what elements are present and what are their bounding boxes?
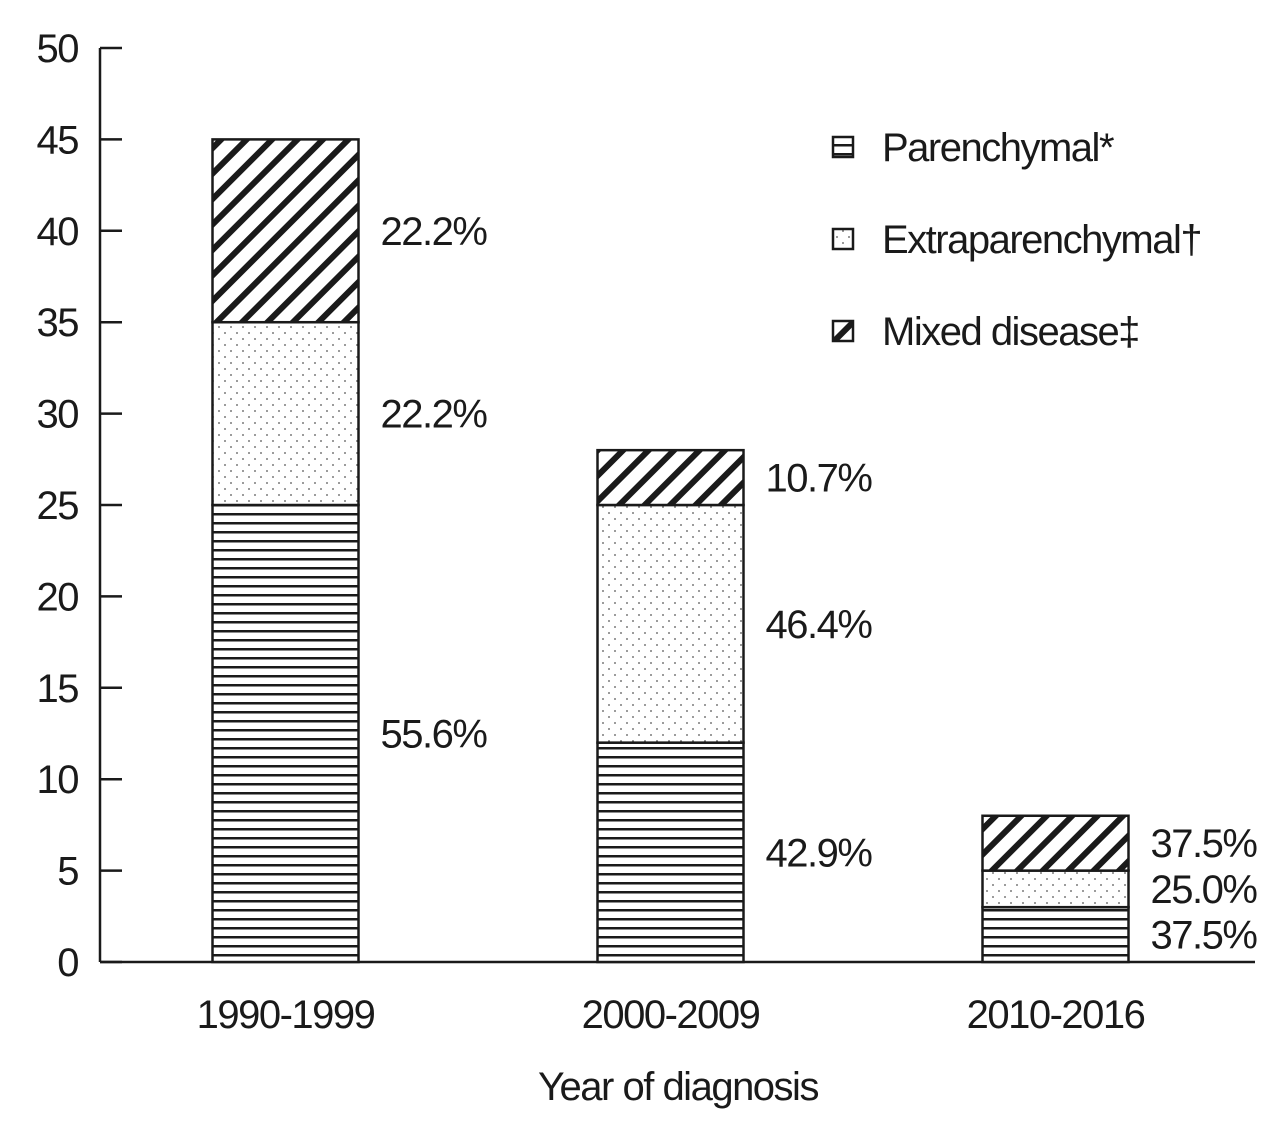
data-label: 10.7%: [766, 457, 873, 501]
axes: 0 5 10 15 20 25 30 35 40 45 50 1990-1999 2000-2009 20…: [37, 27, 1255, 1037]
legend-swatch: [831, 227, 855, 251]
y-tick-label: 35: [37, 301, 79, 345]
bar-segment: [211, 320, 360, 507]
y-tick-label: 50: [37, 27, 79, 71]
bar-segment: [981, 905, 1130, 964]
y-tick-label: 5: [57, 850, 78, 894]
data-label: 46.4%: [766, 603, 873, 647]
x-tick-label: 2000-2009: [582, 993, 760, 1037]
legend-label: Parenchymal*: [882, 126, 1114, 170]
bar-segment: [981, 869, 1130, 909]
bar-segment: [211, 138, 360, 324]
data-label: 25.0%: [1151, 868, 1258, 912]
bar-segment: [596, 448, 745, 507]
x-tick-label: 2010-2016: [967, 993, 1145, 1037]
bar-segment: [211, 503, 360, 964]
x-axis-label: Year of diagnosis: [538, 1065, 818, 1109]
bar-segment: [596, 503, 745, 744]
y-tick-label: 20: [37, 575, 79, 619]
data-label: 42.9%: [766, 831, 873, 875]
y-tick-label: 30: [37, 393, 79, 437]
y-tick-label: 0: [57, 941, 78, 985]
legend-label: Mixed disease‡: [882, 310, 1139, 354]
y-tick-label: 15: [37, 667, 79, 711]
legend-swatch: [831, 319, 855, 343]
bar-segment: [981, 814, 1130, 872]
y-tick-label: 45: [37, 118, 79, 162]
legend-label: Extraparenchymal†: [882, 218, 1201, 262]
x-tick-label: 1990-1999: [197, 993, 375, 1037]
y-tick-label: 40: [37, 210, 79, 254]
data-label: 22.2%: [381, 393, 488, 437]
bars: 55.6% 22.2% 22.2% 42.9% 46.4% 10.7% 37.5%25.0%…: [211, 138, 1259, 964]
data-label: 22.2%: [381, 210, 488, 254]
data-label: 37.5%: [1151, 822, 1258, 866]
legend: Parenchymal* Extraparenchymal† Mixed disea…: [831, 126, 1203, 354]
legend-swatch: [831, 135, 855, 159]
data-label: 55.6%: [381, 713, 488, 757]
bar-segment: [596, 741, 745, 964]
data-label: 37.5%: [1151, 914, 1258, 958]
y-tick-label: 10: [37, 758, 79, 802]
y-tick-label: 25: [37, 484, 79, 528]
